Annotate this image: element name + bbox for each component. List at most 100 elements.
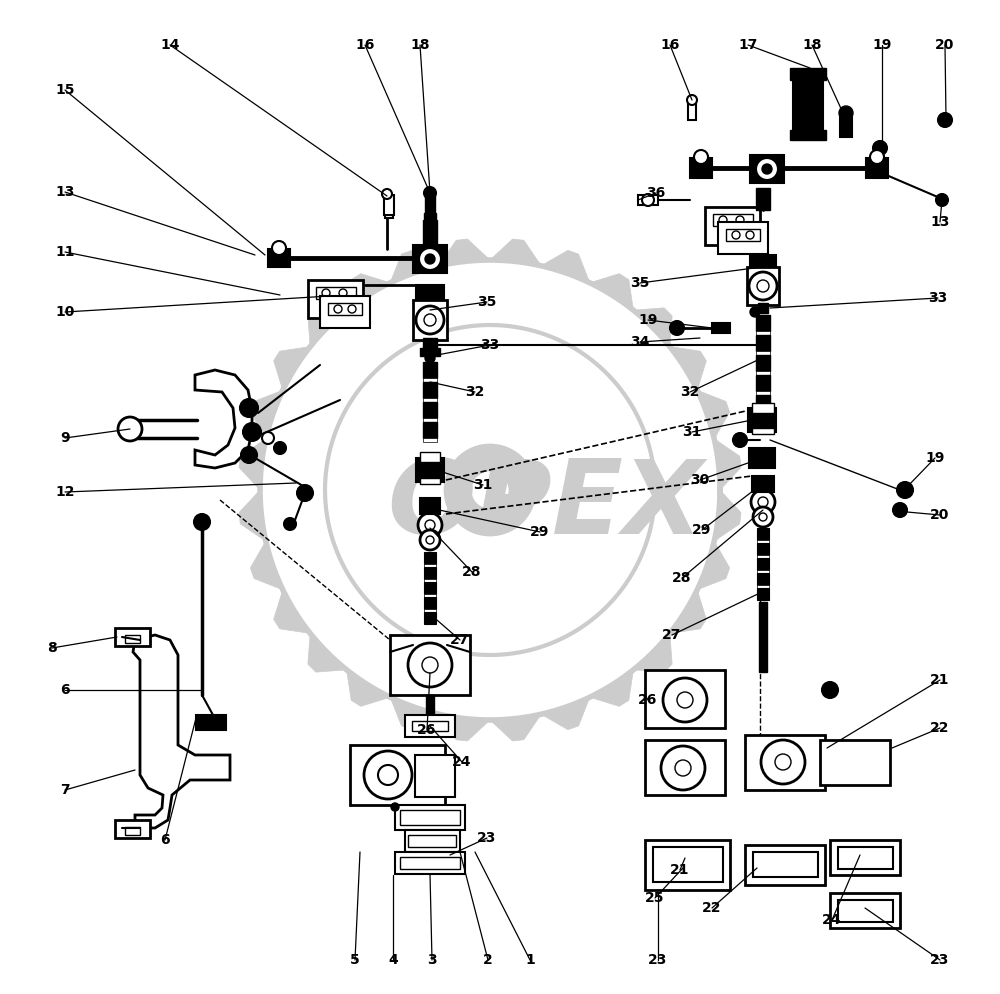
Text: 1: 1 (525, 953, 535, 967)
Circle shape (663, 678, 707, 722)
Bar (125, 827, 140, 835)
Bar (395, 852, 465, 874)
Polygon shape (714, 438, 741, 490)
Circle shape (822, 682, 838, 698)
Bar (756, 391, 770, 395)
Bar (820, 740, 890, 785)
Bar (745, 845, 825, 885)
Bar (350, 745, 445, 805)
Bar (425, 195, 435, 215)
Bar (757, 570, 769, 573)
Text: 30: 30 (690, 473, 710, 487)
Polygon shape (195, 370, 252, 468)
Circle shape (839, 106, 853, 120)
Bar (115, 628, 150, 646)
Circle shape (733, 433, 747, 447)
Polygon shape (670, 347, 706, 391)
Text: 31: 31 (473, 478, 493, 492)
Text: 27: 27 (450, 633, 470, 647)
Circle shape (118, 417, 142, 441)
Circle shape (661, 746, 705, 790)
Text: 33: 33 (928, 291, 948, 305)
Bar (690, 158, 712, 178)
Text: 28: 28 (672, 571, 692, 585)
Text: 24: 24 (452, 755, 472, 769)
Bar (426, 695, 434, 715)
Bar (838, 900, 893, 922)
Bar (125, 635, 140, 643)
Polygon shape (633, 308, 672, 347)
Text: 18: 18 (410, 38, 430, 52)
Text: 36: 36 (646, 186, 666, 200)
Bar (415, 755, 455, 797)
Bar (412, 721, 448, 731)
Polygon shape (250, 391, 283, 438)
Bar (756, 371, 770, 375)
Polygon shape (670, 589, 706, 633)
Bar (757, 573, 769, 585)
Circle shape (736, 216, 744, 224)
Circle shape (420, 530, 440, 550)
Bar (645, 740, 725, 795)
Polygon shape (308, 308, 347, 347)
Bar (713, 214, 753, 226)
Text: 20: 20 (935, 38, 955, 52)
Bar (308, 280, 363, 318)
Bar (413, 245, 447, 273)
Polygon shape (274, 589, 310, 633)
Circle shape (897, 482, 913, 498)
Bar (830, 893, 900, 928)
Circle shape (378, 765, 398, 785)
Bar (408, 835, 456, 847)
Polygon shape (439, 239, 490, 265)
Bar (395, 805, 465, 830)
Circle shape (753, 507, 773, 527)
Circle shape (425, 353, 435, 363)
Text: 24: 24 (822, 913, 842, 927)
Polygon shape (697, 541, 730, 589)
Bar (745, 735, 825, 790)
Text: 25: 25 (645, 891, 665, 905)
Bar (757, 588, 769, 600)
Bar (753, 852, 818, 877)
Bar (838, 847, 893, 869)
Bar (268, 249, 290, 267)
Circle shape (418, 513, 442, 537)
Bar (830, 840, 900, 875)
Circle shape (240, 399, 258, 417)
Polygon shape (697, 391, 730, 438)
Text: 19: 19 (925, 451, 945, 465)
Bar (424, 567, 436, 579)
Circle shape (775, 754, 791, 770)
Bar (718, 222, 768, 254)
Text: 29: 29 (692, 523, 712, 537)
Bar (416, 458, 444, 482)
Circle shape (241, 447, 257, 463)
Text: 27: 27 (662, 628, 682, 642)
Bar (423, 422, 437, 438)
Bar (756, 375, 770, 391)
Text: 8: 8 (47, 641, 57, 655)
Text: 23: 23 (648, 953, 668, 967)
Bar (420, 498, 440, 514)
Bar (424, 582, 436, 594)
Circle shape (422, 657, 438, 673)
Polygon shape (274, 347, 310, 391)
Circle shape (759, 513, 767, 521)
Bar (756, 351, 770, 355)
Circle shape (391, 803, 399, 811)
Polygon shape (133, 635, 230, 828)
Bar (196, 715, 226, 730)
Bar (423, 378, 437, 382)
Bar (328, 303, 362, 315)
Circle shape (732, 231, 740, 239)
Circle shape (425, 254, 435, 264)
Polygon shape (541, 697, 590, 730)
Bar (423, 418, 437, 422)
Bar (423, 362, 437, 378)
Bar (424, 612, 436, 624)
Bar (385, 200, 393, 218)
Text: 3: 3 (427, 953, 437, 967)
Text: 32: 32 (465, 385, 485, 399)
Polygon shape (439, 715, 490, 741)
